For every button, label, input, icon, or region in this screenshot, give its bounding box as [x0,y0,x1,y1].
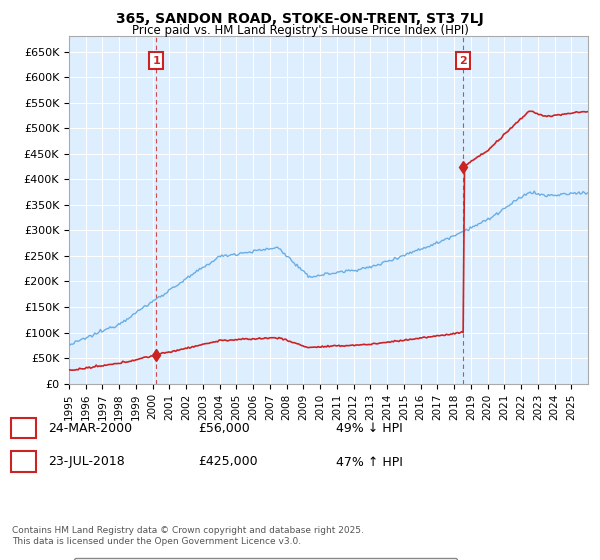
Text: Contains HM Land Registry data © Crown copyright and database right 2025.
This d: Contains HM Land Registry data © Crown c… [12,526,364,546]
Text: £56,000: £56,000 [198,422,250,435]
Text: 1: 1 [19,422,28,435]
Text: Price paid vs. HM Land Registry's House Price Index (HPI): Price paid vs. HM Land Registry's House … [131,24,469,36]
Legend: 365, SANDON ROAD, STOKE-ON-TRENT, ST3 7LJ (detached house), HPI: Average price, : 365, SANDON ROAD, STOKE-ON-TRENT, ST3 7L… [74,558,457,560]
Text: 2: 2 [459,55,467,66]
Text: 1: 1 [152,55,160,66]
Text: 2: 2 [19,455,28,469]
Text: £425,000: £425,000 [198,455,257,469]
Text: 47% ↑ HPI: 47% ↑ HPI [336,455,403,469]
Text: 365, SANDON ROAD, STOKE-ON-TRENT, ST3 7LJ: 365, SANDON ROAD, STOKE-ON-TRENT, ST3 7L… [116,12,484,26]
Text: 24-MAR-2000: 24-MAR-2000 [48,422,132,435]
Text: 23-JUL-2018: 23-JUL-2018 [48,455,125,469]
Text: 49% ↓ HPI: 49% ↓ HPI [336,422,403,435]
